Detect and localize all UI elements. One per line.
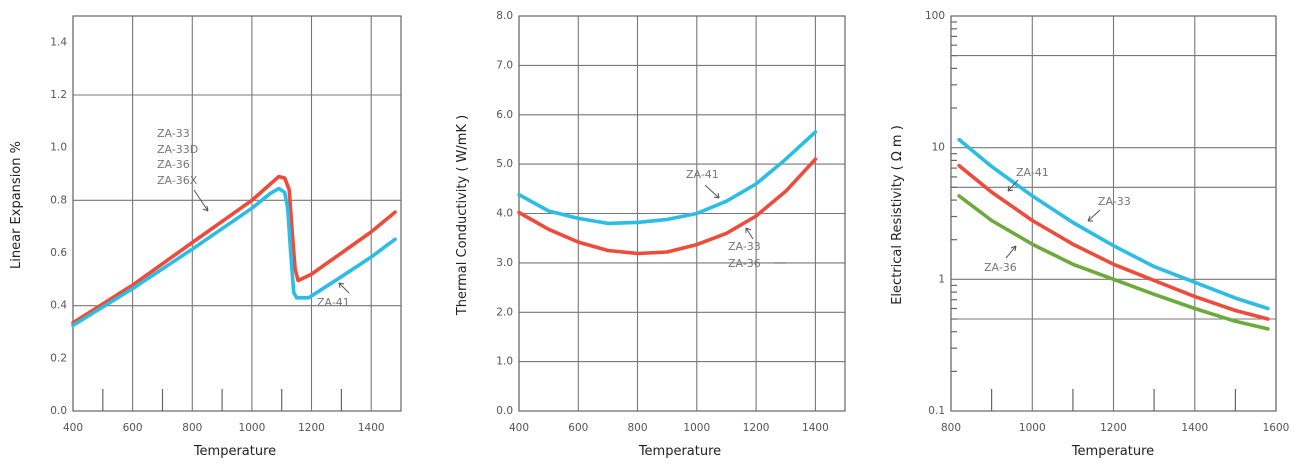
annotation-arrow — [338, 282, 350, 294]
resistivity-series: ZA-41 ZA-33 ZA-36 — [957, 137, 1270, 331]
y-tick-label: 0.8 — [50, 194, 67, 206]
annotation-label-za36: ZA-36 — [728, 257, 761, 270]
resistivity-annotations: ZA-41 ZA-33 ZA-36 — [984, 166, 1131, 274]
y-tick-label: 2.0 — [496, 306, 513, 318]
annotation-arrow — [1005, 245, 1017, 259]
y-tick-label: 0.6 — [50, 247, 67, 259]
annotation-label-za36: ZA-36 — [984, 261, 1017, 274]
x-tick-label: 400 — [63, 422, 83, 434]
conductivity-annotations: ZA-41 ZA-33 ZA-36 — [686, 168, 786, 270]
x-tick-label: 800 — [627, 422, 647, 434]
x-tick-label: 1400 — [1181, 422, 1208, 434]
conductivity-grid — [518, 15, 846, 412]
series-line: ZA-33 / ZA-33D / ZA-36 / ZA-36X — [71, 174, 397, 325]
annotation-label-za41: ZA-41 — [317, 296, 350, 309]
y-tick-label: 3.0 — [496, 257, 513, 269]
resistivity-ticks: 800 1000 1200 1400 1600 0.1 1 10 100 — [925, 10, 1289, 434]
y-tick-label: 100 — [925, 10, 945, 22]
x-tick-label: 1400 — [802, 422, 829, 434]
expansion-ticks: 400 600 800 1000 1200 1400 0.0 0.2 0.4 0.6 0.8 1.0 1… — [50, 36, 384, 434]
x-tick-label: 1200 — [298, 422, 325, 434]
y-tick-label: 8.0 — [496, 10, 513, 22]
x-tick-label: 600 — [568, 422, 588, 434]
x-tick-label: 600 — [123, 422, 143, 434]
x-tick-label: 1000 — [239, 422, 266, 434]
annotation-arrow — [704, 184, 720, 199]
annotation-arrow — [1007, 179, 1019, 192]
y-tick-label: 1.0 — [50, 142, 67, 154]
y-tick-label: 0.0 — [50, 405, 67, 417]
expansion-grid — [72, 15, 402, 412]
y-tick-label: 1 — [938, 273, 945, 285]
expansion-y-axis-label: Linear Expansion % — [9, 141, 24, 269]
resistivity-y-axis-label: Electrical Resistivity ( Ω m ) — [890, 125, 905, 305]
y-tick-label: 0.4 — [50, 300, 67, 312]
series-line: ZA-41 — [71, 186, 397, 328]
annotation-label-za33: ZA-33 — [1098, 195, 1131, 208]
annotation-label-za33d: ZA-33D — [157, 143, 198, 156]
x-tick-label: 1200 — [743, 422, 770, 434]
plot-frame — [950, 15, 1277, 412]
y-tick-label: 4.0 — [496, 208, 513, 220]
annotation-arrow — [193, 189, 209, 212]
annotation-label-za36: ZA-36 — [157, 158, 190, 171]
x-tick-label: 1000 — [683, 422, 710, 434]
x-tick-label: 1400 — [358, 422, 385, 434]
conductivity-x-axis-label: Temperature — [638, 444, 721, 459]
series-line: ZA-41 — [957, 137, 1270, 311]
annotation-label-za41: ZA-41 — [686, 168, 719, 181]
x-tick-label: 800 — [182, 422, 202, 434]
annotation-arrow — [1087, 209, 1101, 222]
y-tick-label: 10 — [932, 142, 945, 154]
y-tick-label: 6.0 — [496, 109, 513, 121]
annotation-label-za33: ZA-33 — [728, 240, 761, 253]
x-tick-label: 800 — [941, 422, 961, 434]
annotation-arrow — [745, 227, 754, 240]
conductivity-y-axis-label: Thermal Conductivity ( W/mK ) — [455, 115, 470, 316]
x-tick-label: 1600 — [1263, 422, 1290, 434]
expansion-x-axis-label: Temperature — [193, 444, 276, 459]
annotation-label-za36x: ZA-36X — [157, 174, 198, 187]
expansion-annotations: ZA-33 ZA-33D ZA-36 ZA-36X ZA-41 — [157, 127, 350, 309]
y-tick-label: 0.1 — [928, 405, 945, 417]
plot-frame — [72, 15, 402, 412]
conductivity-ticks: 400 600 800 1000 1200 1400 0.0 1.0 2.0 3.0 4.0 5.0 6… — [496, 10, 828, 434]
resistivity-chart: ZA-41 ZA-33 ZA-36 800 1000 1200 1400 1600 0.1 1 1… — [890, 10, 1289, 459]
series-line: ZA-36 — [957, 194, 1270, 331]
series-line: ZA-33 / ZA-36 — [517, 157, 818, 256]
y-tick-label: 0.2 — [50, 352, 67, 364]
x-tick-label: 1200 — [1100, 422, 1127, 434]
y-tick-label: 1.4 — [50, 36, 67, 48]
series-line: ZA-33 — [957, 163, 1270, 321]
annotation-label-za33: ZA-33 — [157, 127, 190, 140]
resistivity-x-axis-label: Temperature — [1071, 444, 1154, 459]
x-tick-label: 400 — [509, 422, 529, 434]
x-tick-label: 1000 — [1019, 422, 1046, 434]
y-tick-label: 7.0 — [496, 59, 513, 71]
annotation-label-za41: ZA-41 — [1016, 166, 1049, 179]
y-tick-label: 1.0 — [496, 356, 513, 368]
y-tick-label: 5.0 — [496, 158, 513, 170]
series-line: ZA-41 — [517, 130, 818, 226]
resistivity-grid — [950, 15, 1277, 412]
y-tick-label: 0.0 — [496, 405, 513, 417]
y-tick-label: 1.2 — [50, 89, 67, 101]
